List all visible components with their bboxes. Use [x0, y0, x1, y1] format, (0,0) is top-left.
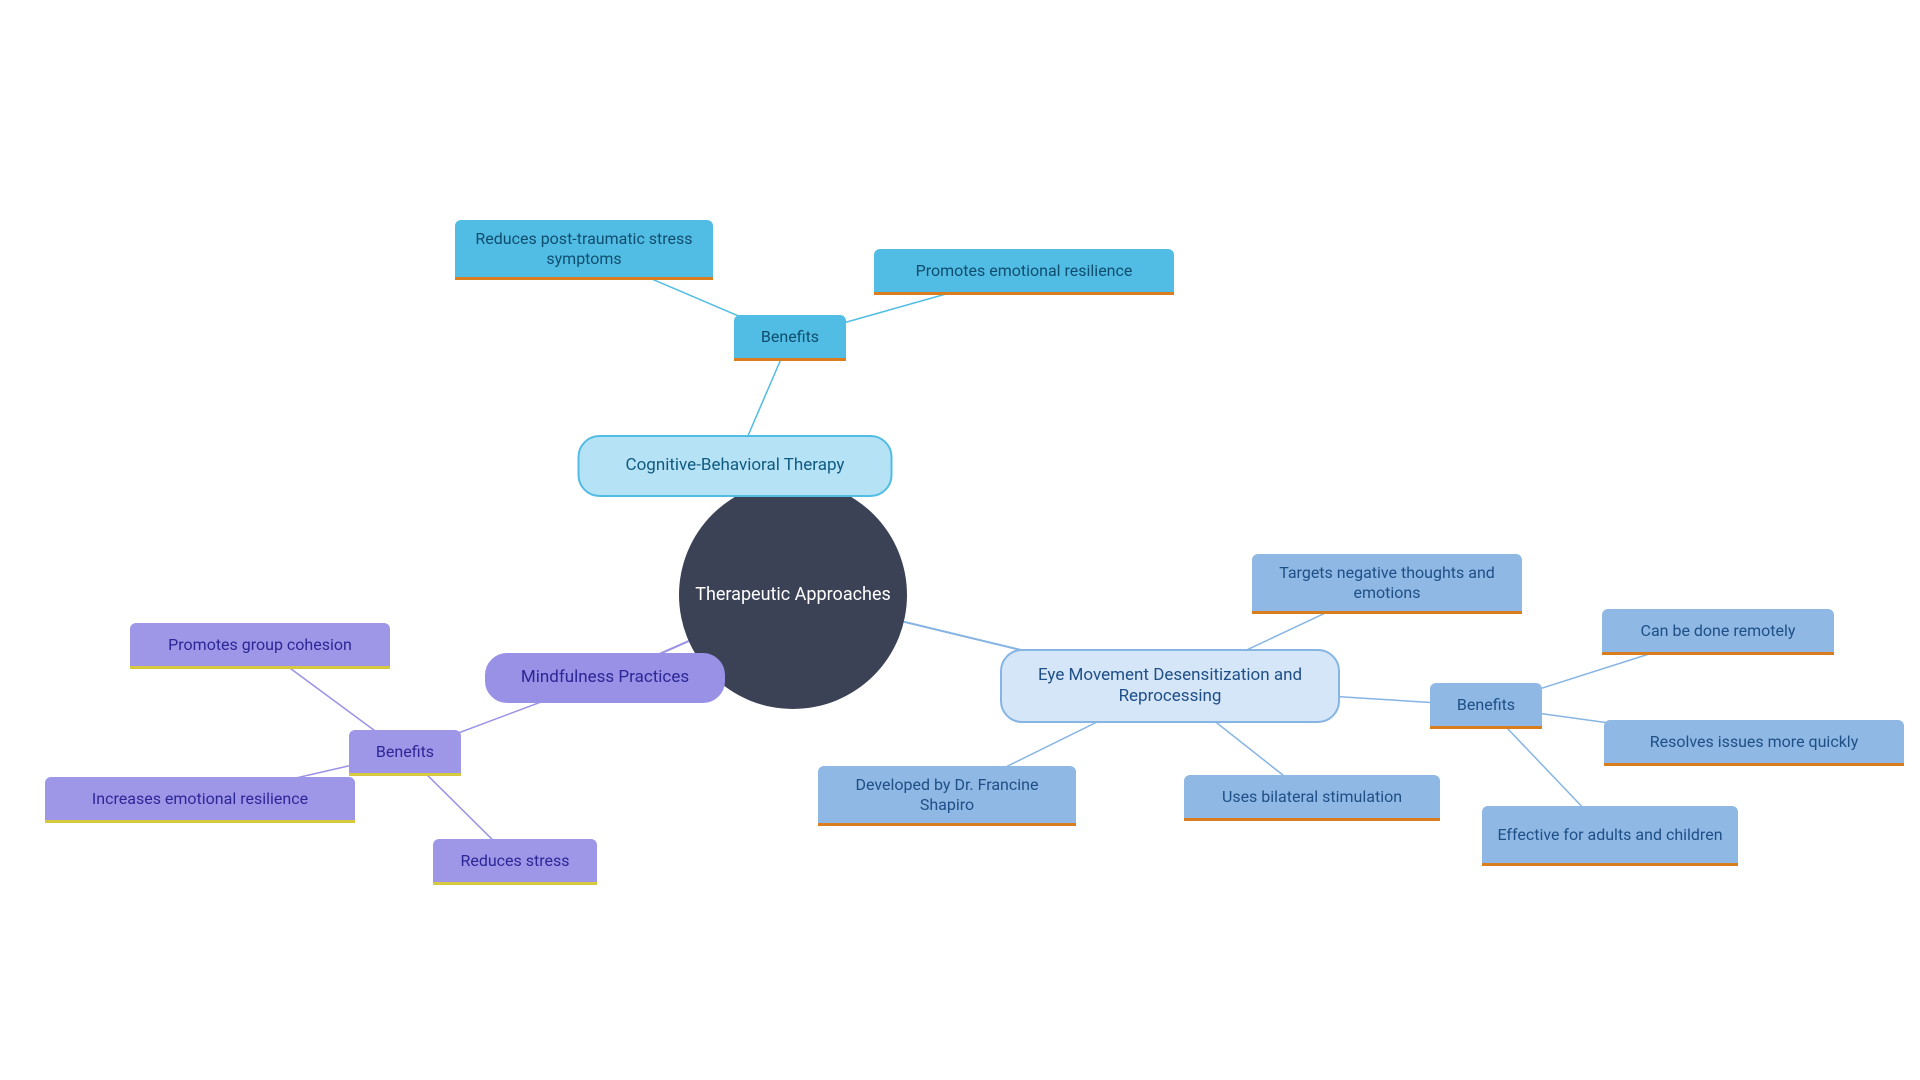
benefits-mindfulness: Benefits: [349, 730, 461, 776]
approach-mindfulness: Mindfulness Practices: [485, 653, 725, 703]
leaf-cbt-benefit-1: Promotes emotional resilience: [874, 249, 1174, 295]
leaf-emdr-benefit-2: Effective for adults and children: [1482, 806, 1738, 866]
leaf-cbt-benefit-0: Reduces post-traumatic stress symptoms: [455, 220, 713, 280]
leaf-mindfulness-benefit-0: Promotes group cohesion: [130, 623, 390, 669]
approach-cbt: Cognitive-Behavioral Therapy: [578, 435, 893, 497]
leaf-emdr-benefit-0: Can be done remotely: [1602, 609, 1834, 655]
mindmap-canvas: Therapeutic ApproachesCognitive-Behavior…: [0, 0, 1920, 1080]
edges-layer: [0, 0, 1920, 1080]
leaf-mindfulness-benefit-1: Increases emotional resilience: [45, 777, 355, 823]
leaf-emdr-direct-1: Developed by Dr. Francine Shapiro: [818, 766, 1076, 826]
benefits-emdr: Benefits: [1430, 683, 1542, 729]
benefits-cbt: Benefits: [734, 315, 846, 361]
leaf-emdr-direct-2: Uses bilateral stimulation: [1184, 775, 1440, 821]
leaf-mindfulness-benefit-2: Reduces stress: [433, 839, 597, 885]
leaf-emdr-direct-0: Targets negative thoughts and emotions: [1252, 554, 1522, 614]
leaf-emdr-benefit-1: Resolves issues more quickly: [1604, 720, 1904, 766]
approach-emdr: Eye Movement Desensitization and Reproce…: [1000, 649, 1340, 723]
